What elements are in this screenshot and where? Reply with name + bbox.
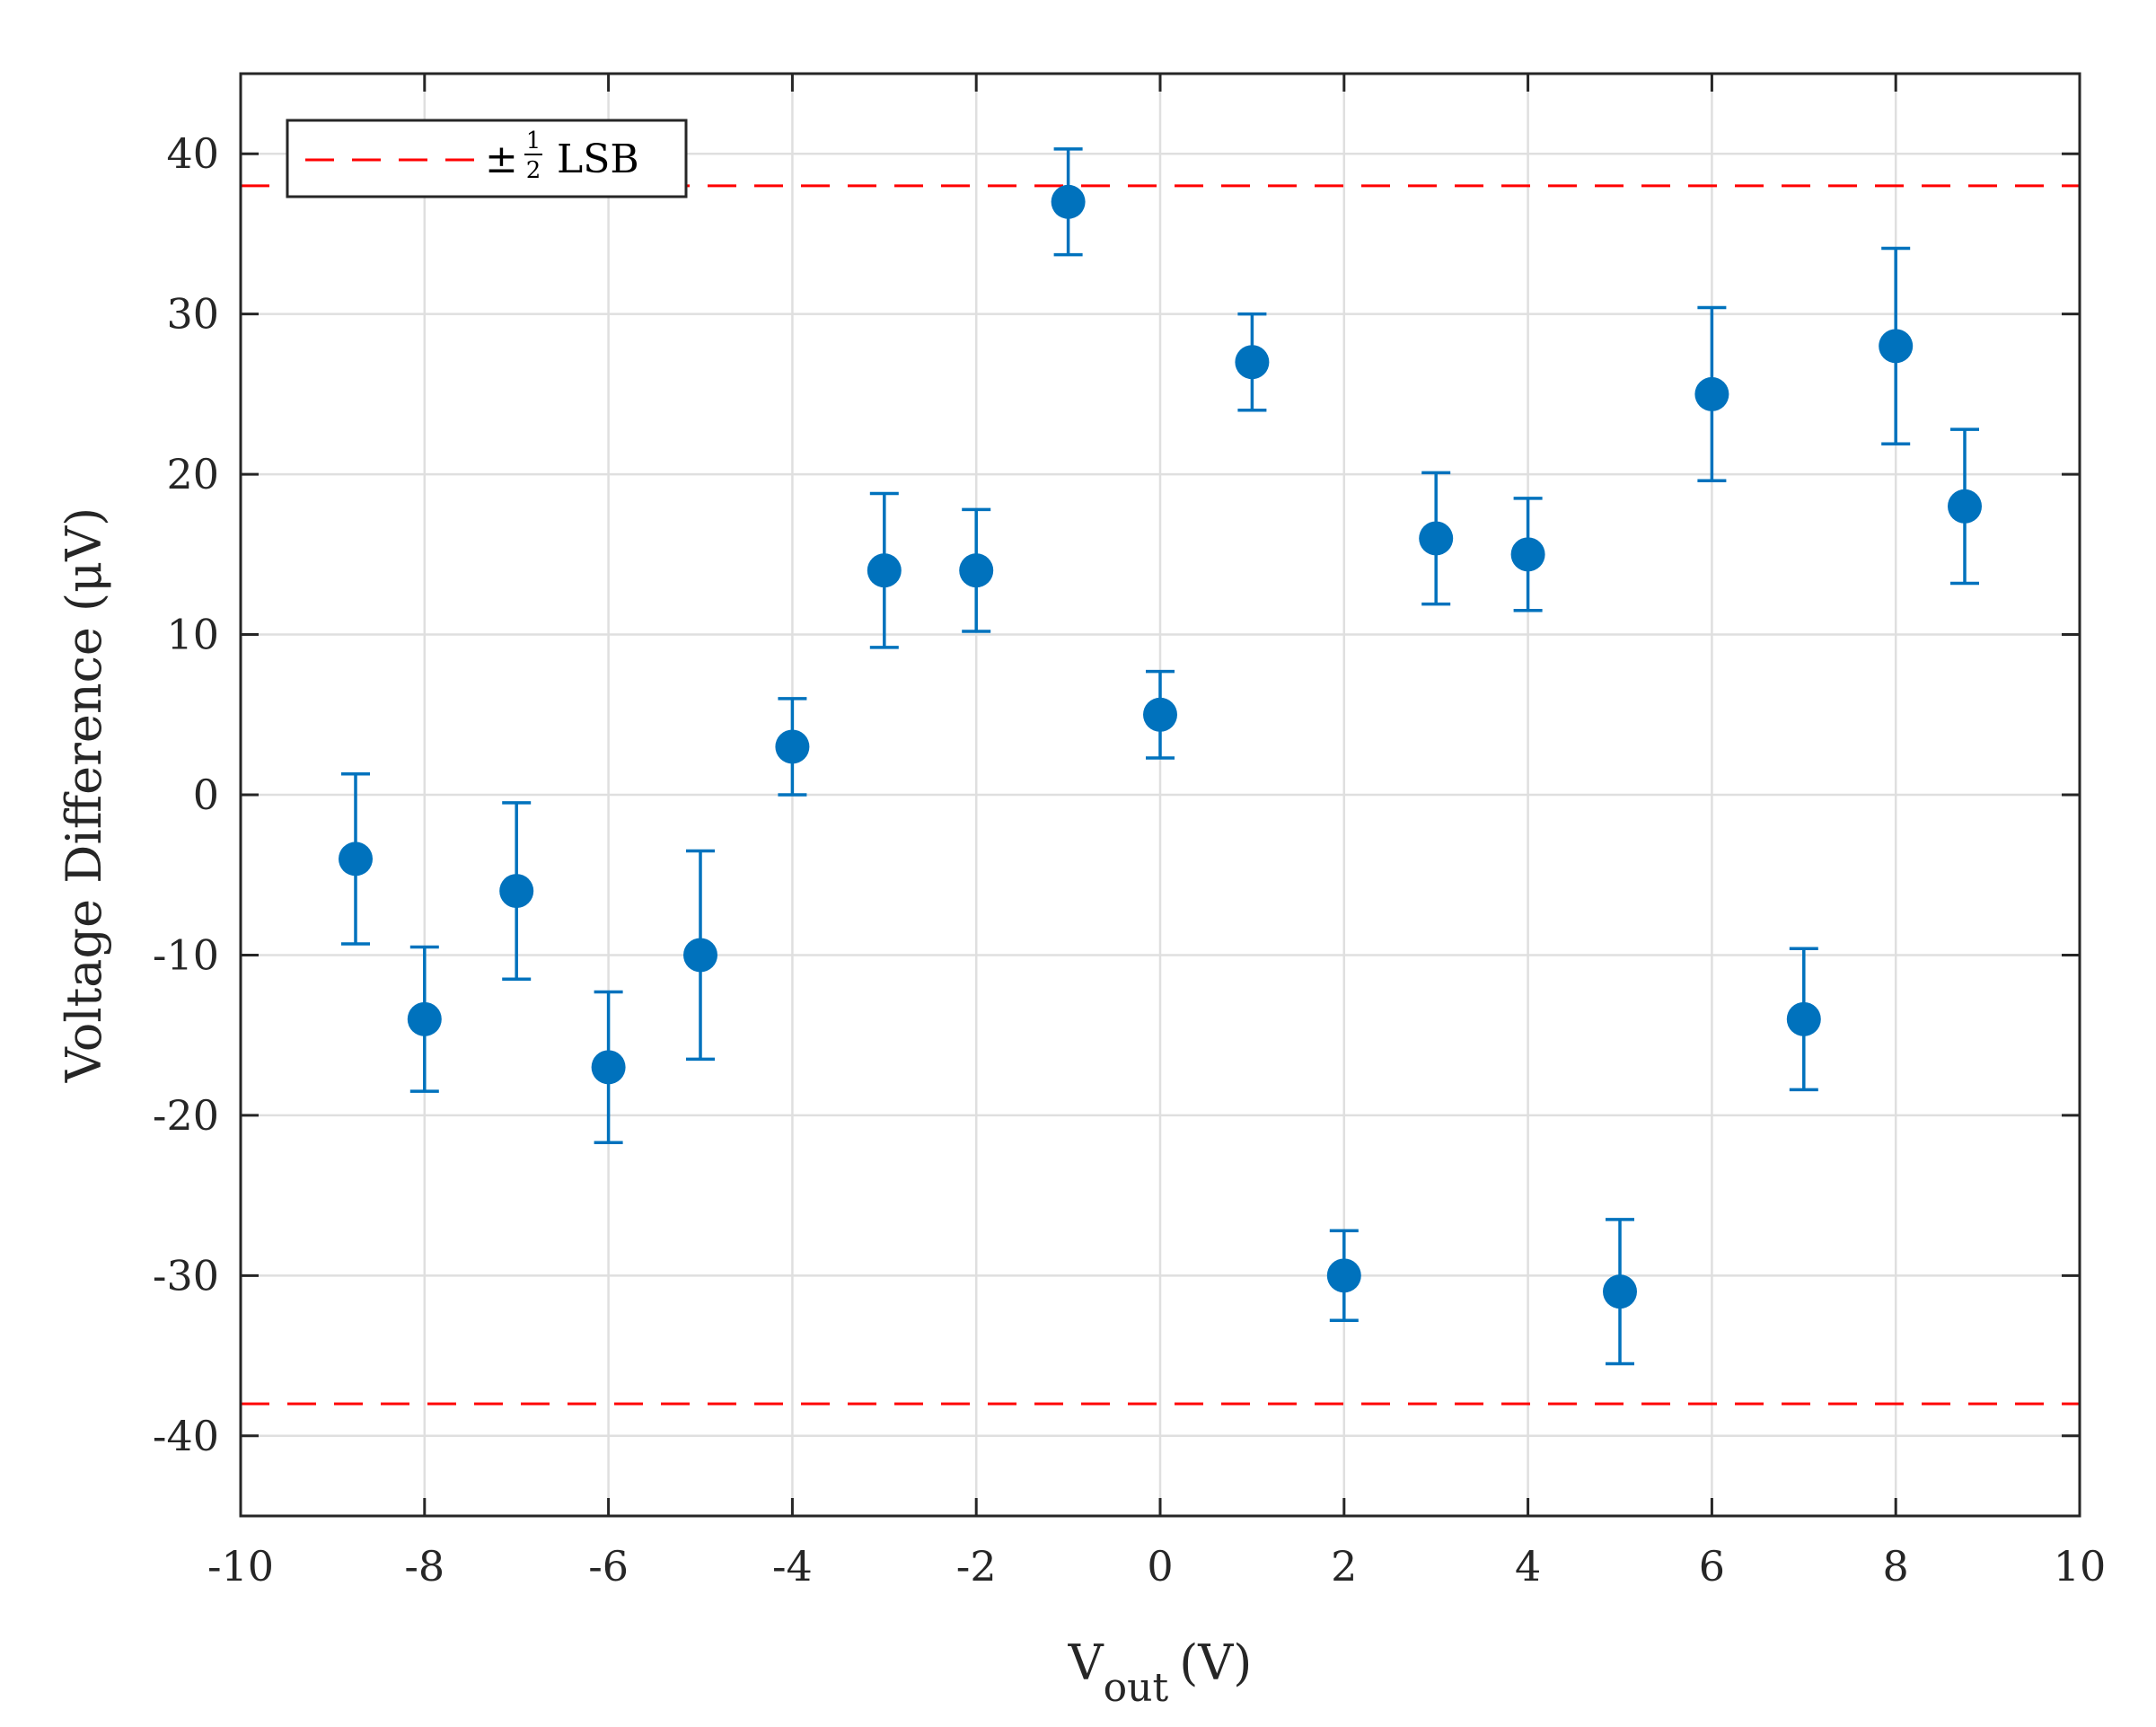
y-tick-label: -10 bbox=[153, 930, 219, 979]
data-point bbox=[1879, 329, 1914, 364]
data-point bbox=[1603, 1274, 1637, 1309]
y-tick-label: -20 bbox=[153, 1091, 219, 1140]
data-point bbox=[499, 874, 534, 909]
y-tick-label: 20 bbox=[166, 450, 219, 498]
data-point bbox=[1948, 489, 1982, 524]
data-point bbox=[1051, 184, 1086, 219]
y-tick-label: 10 bbox=[166, 611, 219, 659]
x-tick-label: 8 bbox=[1883, 1542, 1909, 1590]
axis-ticks bbox=[239, 74, 2081, 1516]
x-tick-label: 10 bbox=[2054, 1542, 2107, 1590]
y-tick-label: -40 bbox=[153, 1412, 219, 1460]
x-tick-label: 4 bbox=[1515, 1542, 1541, 1590]
x-tick-label: -8 bbox=[404, 1542, 444, 1590]
legend-plusminus: ± bbox=[485, 137, 518, 182]
y-axis-title: Voltage Difference (μV) bbox=[56, 507, 112, 1083]
x-axis-title-unit: (V) bbox=[1179, 1634, 1252, 1691]
y-tick-label: -30 bbox=[153, 1251, 219, 1300]
x-tick-labels: -10 -8 -6 -4 -2 0 2 4 6 8 10 bbox=[207, 1542, 2106, 1590]
data-points bbox=[339, 184, 1982, 1309]
x-tick-label: -10 bbox=[207, 1542, 274, 1590]
data-point bbox=[591, 1050, 626, 1085]
y-tick-label: 0 bbox=[193, 771, 219, 819]
data-point bbox=[1786, 1001, 1821, 1036]
x-tick-label: -4 bbox=[772, 1542, 813, 1590]
data-point bbox=[775, 729, 810, 764]
data-point bbox=[1326, 1258, 1361, 1293]
legend-fraction-denominator: 2 bbox=[526, 157, 541, 184]
x-tick-label: -6 bbox=[588, 1542, 629, 1590]
data-point bbox=[1510, 537, 1545, 572]
data-point bbox=[1143, 697, 1177, 732]
x-tick-label: 0 bbox=[1147, 1542, 1173, 1590]
x-tick-label: -2 bbox=[956, 1542, 997, 1590]
x-axis-title-main: V bbox=[1068, 1634, 1104, 1691]
x-axis-title-sub: out bbox=[1104, 1665, 1169, 1711]
data-point bbox=[1235, 345, 1270, 380]
data-point bbox=[683, 938, 717, 973]
x-axis-title: Vout (V) bbox=[1068, 1634, 1253, 1711]
grid bbox=[239, 74, 2081, 1516]
legend-suffix: LSB bbox=[557, 137, 639, 182]
y-tick-labels: -40 -30 -20 -10 0 10 20 30 40 bbox=[153, 129, 219, 1460]
x-tick-label: 6 bbox=[1699, 1542, 1725, 1590]
data-point bbox=[959, 553, 994, 588]
data-point bbox=[1419, 521, 1454, 556]
data-point bbox=[339, 841, 373, 877]
y-tick-label: 30 bbox=[166, 290, 219, 339]
data-point bbox=[867, 553, 902, 588]
legend-fraction-numerator: 1 bbox=[526, 128, 541, 154]
x-tick-label: 2 bbox=[1331, 1542, 1357, 1590]
y-tick-label: 40 bbox=[166, 129, 219, 178]
data-point bbox=[1694, 376, 1729, 411]
data-point bbox=[407, 1001, 442, 1036]
legend: ± 1 2 LSB bbox=[286, 119, 688, 198]
